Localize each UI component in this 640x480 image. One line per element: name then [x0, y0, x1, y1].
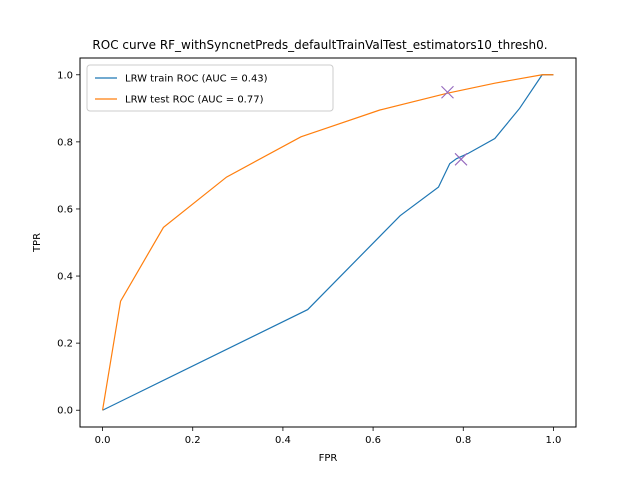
x-tick-label: 0.2: [185, 435, 201, 446]
x-tick-label: 0.8: [455, 435, 471, 446]
chart-title: ROC curve RF_withSyncnetPreds_defaultTra…: [92, 38, 547, 52]
legend-label: LRW train ROC (AUC = 0.43): [125, 74, 268, 85]
y-tick-label: 0.4: [57, 272, 73, 283]
x-tick-label: 0.6: [365, 435, 381, 446]
y-tick-label: 0.2: [57, 339, 73, 350]
y-tick-label: 0.6: [57, 204, 73, 215]
legend: LRW train ROC (AUC = 0.43) LRW test ROC (…: [86, 64, 334, 112]
ticks: 0.0 0.2 0.4 0.6 0.8 1.0 0.0 0.2 0.4 0.6 0.8 1.0: [57, 70, 561, 446]
x-tick-label: 0.4: [275, 435, 291, 446]
y-tick-label: 1.0: [57, 70, 73, 81]
legend-box: [86, 64, 334, 112]
series-line-test: [101, 74, 554, 411]
legend-label: LRW test ROC (AUC = 0.77): [125, 95, 264, 106]
threshold-marker-1: [454, 152, 468, 166]
x-tick-label: 1.0: [546, 435, 562, 446]
x-tick-label: 0.0: [95, 435, 111, 446]
series-line-train: [102, 74, 554, 411]
plot-area: [101, 74, 554, 411]
threshold-marker-0: [441, 85, 454, 99]
y-tick-label: 0.0: [57, 406, 73, 417]
axes-frame: [79, 57, 577, 428]
y-tick-label: 0.8: [57, 137, 73, 148]
y-axis-label: TPR: [32, 233, 43, 253]
x-axis-label: FPR: [319, 453, 338, 464]
